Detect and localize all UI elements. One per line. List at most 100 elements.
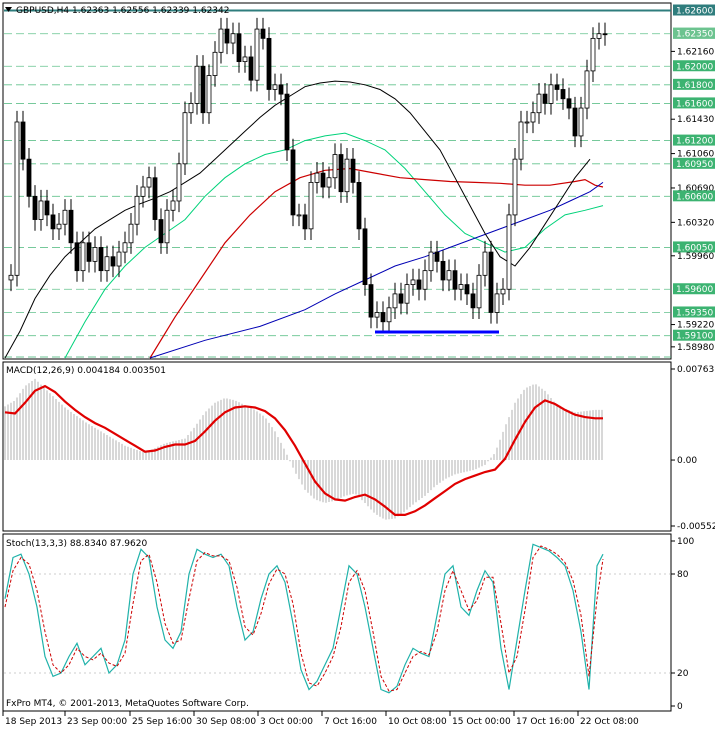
macd-axis: 0.00763 0.00 -0.005528 [671,365,715,532]
candle-body [86,242,92,262]
candle-body [206,75,212,114]
candle-body [248,56,254,81]
price-label: 1.62160 [677,47,714,57]
candle-body [32,195,38,220]
price-label: 1.60690 [677,184,714,194]
macd-axis-label: -0.005528 [677,522,715,532]
candle-body [164,209,170,244]
candle-body [350,158,356,183]
price-label: 1.60950 [676,160,713,170]
candle-body [80,242,86,272]
candle-body [518,121,524,160]
candle-body [362,228,368,285]
candle-body [68,209,74,244]
candle-body [14,121,20,276]
candle-body [74,242,80,272]
candle-body [20,121,26,160]
candle-body [452,270,458,290]
candle-body [554,84,560,90]
candle-body [416,279,422,290]
copyright-text: FxPro MT4, © 2001-2013, MetaQuotes Softw… [6,699,249,709]
price-label: 1.61600 [676,99,713,109]
candle-body [320,172,326,188]
candle-body [134,195,140,225]
candle-body [584,70,590,109]
price-label-box [673,283,715,295]
macd-panel[interactable] [2,361,672,532]
price-label: 1.59960 [677,252,714,262]
candle-body [284,93,290,151]
candle-body [110,256,116,267]
candle-body [266,37,272,90]
candle-body [290,149,296,216]
candle-body [254,28,260,81]
candle-body [146,177,152,188]
candle-body [200,65,206,114]
candle-body [392,293,398,309]
stoch-panel[interactable] [2,533,672,712]
candle-body [512,158,518,216]
macd-label: MACD(12,26,9) 0.004184 0.003501 [6,366,166,376]
candle-body [542,93,548,104]
candle-body [242,56,248,63]
time-label: 25 Sep 16:00 [132,717,192,727]
candle-body [296,214,302,217]
candle-body [500,288,506,295]
candle-body [224,28,230,44]
price-label-box [673,190,715,202]
candle-body [26,158,32,197]
price-label-box [673,97,715,109]
candle-body [506,214,512,290]
price-panel[interactable] [2,2,672,360]
candle-body [410,279,416,285]
candle-body [38,200,44,220]
candle-body [326,177,332,188]
candle-body [530,112,536,123]
price-label-box [673,241,715,253]
candle-body [278,84,284,95]
ma-green-line [64,132,604,359]
candle-body [230,33,236,44]
candle-body [536,93,542,114]
candle-body [128,223,134,244]
time-label: 18 Sep 2013 [5,717,62,727]
price-label: 1.61430 [677,115,714,125]
candle-body [494,293,500,313]
stoch-axis-label: 80 [677,570,689,580]
candle-body [98,247,104,272]
macd-axis-label: 0.00 [677,456,697,466]
price-label: 1.59220 [677,321,714,331]
candle-body [302,214,308,230]
macd-signal-line [4,384,603,517]
price-label: 1.61200 [676,137,713,147]
candle-body [170,200,176,211]
candle-body [446,270,452,281]
candle-body [44,200,50,216]
candle-body [476,274,482,309]
candle-body [488,251,494,313]
price-label: 1.59600 [676,285,713,295]
candle-body [260,28,266,39]
candle-body [308,181,314,230]
candle-body [212,51,218,76]
stoch-axis-label: 20 [677,669,689,679]
ma-red-line [149,167,604,359]
candle-body [560,89,566,100]
time-label: 17 Oct 16:00 [516,717,575,727]
candle-body [314,172,320,183]
stochastic-lines [4,543,671,694]
chevron-down-icon[interactable] [5,7,12,12]
current-price-label: 1.62600 [676,7,713,17]
candle-body [50,214,56,230]
candle-body [428,251,434,272]
stoch-axis-label: 0 [677,702,683,712]
candle-body [8,274,14,281]
candle-body [464,284,470,295]
candle-body [116,251,122,267]
price-label: 1.61060 [677,150,714,160]
price-axis: 1.62350 1.62160 1.62000 1.61800 1.61600 1.614… [671,4,715,353]
candle-body [398,293,404,304]
candle-body [590,37,596,72]
candle-body [338,154,344,193]
